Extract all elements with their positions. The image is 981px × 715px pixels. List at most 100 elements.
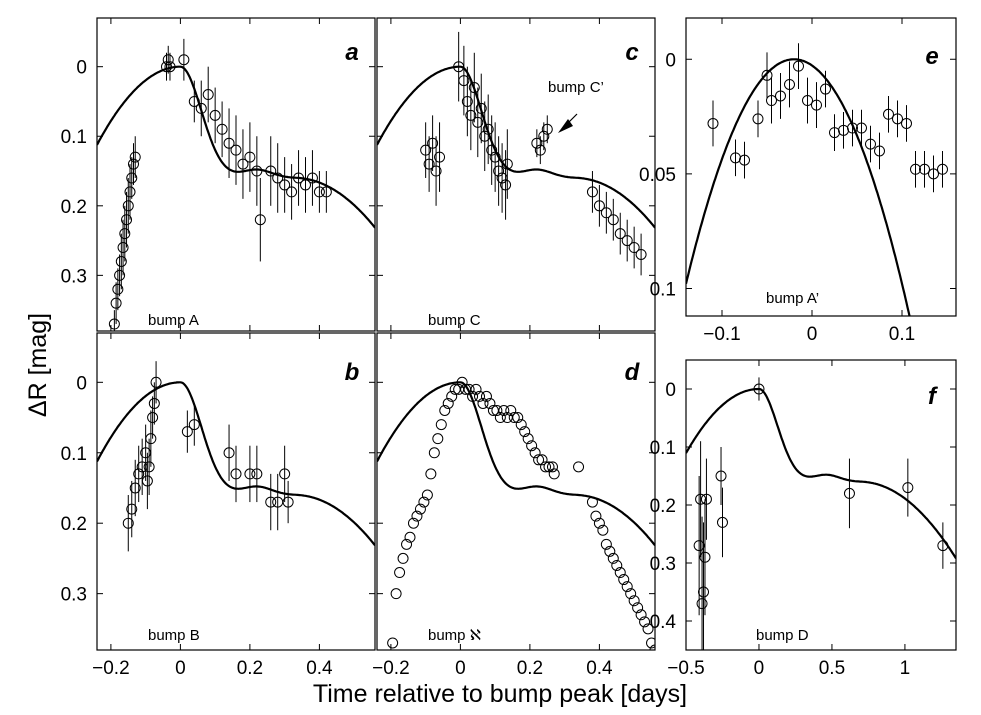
data-point: [699, 551, 711, 563]
data-point: [181, 426, 193, 438]
data-point: [461, 95, 473, 107]
data-point: [707, 117, 719, 129]
data-point: [446, 390, 458, 402]
panel-f: 0 0.1 0.2 0.3 0.4 −0.5 0 0.5 1 f bump D: [650, 359, 957, 679]
data-point: [715, 470, 727, 482]
x-tick-label: 0.4: [306, 658, 333, 679]
panel-letter-c: c: [625, 39, 638, 66]
data-point: [590, 510, 602, 522]
data-point: [251, 468, 263, 480]
y-tick-label: 0.4: [650, 612, 677, 633]
panel-b: 0 0.1 0.2 0.3 −0.2 0 0.2 0.4 b bump B: [61, 332, 376, 679]
data-point: [586, 496, 598, 508]
data-point: [121, 214, 133, 226]
panel-e: 0 0.05 0.1 −0.1 0 0.1 e bump A’: [639, 17, 957, 345]
data-point: [251, 165, 263, 177]
data-point: [696, 598, 708, 610]
data-point: [390, 588, 402, 600]
data-point: [856, 122, 867, 134]
data-point: [468, 82, 480, 94]
data-point: [147, 412, 159, 424]
data-point: [628, 595, 640, 607]
y-tick-label: 0.1: [61, 444, 87, 465]
data-point: [526, 440, 538, 452]
data-point: [883, 108, 894, 120]
data-point: [639, 616, 651, 628]
data-point: [456, 376, 468, 388]
data-point: [597, 524, 609, 536]
panel-frame-e: [685, 17, 957, 317]
x-tick-label: 1: [900, 658, 911, 679]
data-point: [145, 433, 157, 445]
data-point: [418, 496, 430, 508]
y-tick-label: 0.1: [61, 127, 87, 148]
y-tick-label: 0.3: [61, 266, 87, 287]
data-point: [387, 637, 399, 649]
x-tick-label: −0.2: [92, 658, 130, 679]
data-point: [401, 538, 413, 550]
data-point: [244, 468, 256, 480]
data-point: [282, 496, 294, 508]
data-point: [230, 468, 242, 480]
panel-letter-b: b: [345, 359, 360, 386]
data-point: [515, 419, 527, 431]
data-point: [427, 137, 439, 149]
data-point: [414, 503, 426, 515]
data-point: [784, 78, 795, 90]
data-point: [432, 433, 444, 445]
data-point: [500, 179, 512, 191]
data-point: [279, 179, 291, 191]
data-point: [865, 138, 876, 150]
data-point: [901, 117, 912, 129]
data-point: [458, 75, 470, 87]
data-point: [244, 151, 256, 163]
panel-frame-a: [96, 17, 376, 332]
data-point: [593, 517, 605, 529]
data-point: [543, 461, 555, 473]
y-tick-label: 0.3: [650, 554, 676, 575]
data-point: [124, 186, 136, 198]
data-point: [693, 540, 705, 552]
data-point: [216, 123, 228, 135]
data-point: [874, 145, 885, 157]
model-curve-d: [377, 381, 655, 547]
data-point: [313, 186, 325, 198]
panel-d: −0.2 0 0.2 0.4 d bump ℵ: [372, 332, 656, 679]
data-point: [621, 235, 633, 247]
data-point: [937, 163, 948, 175]
data-point: [188, 419, 200, 431]
x-tick-label: 0.2: [237, 658, 263, 679]
data-point: [847, 122, 858, 134]
data-point: [479, 130, 491, 142]
data-point: [501, 158, 513, 170]
y-tick-label: 0.2: [650, 496, 676, 517]
data-point: [538, 130, 550, 142]
data-point: [133, 468, 145, 480]
data-point: [411, 510, 423, 522]
x-tick-label: 0: [807, 324, 818, 345]
panel-frame-d: [376, 332, 656, 651]
data-point: [739, 154, 750, 166]
x-tick-label: 0: [175, 658, 186, 679]
panel-a: 0 0.1 0.2 0.3 a bump A: [61, 17, 376, 332]
x-tick-label: 0: [455, 658, 466, 679]
y-tick-label: 0: [665, 50, 676, 71]
data-point: [475, 102, 487, 114]
bump-label-d: bump ℵ: [428, 627, 481, 644]
data-point: [404, 531, 416, 543]
data-point: [161, 61, 172, 73]
data-point: [531, 137, 543, 149]
data-point: [265, 165, 277, 177]
data-point: [775, 90, 786, 102]
data-point: [428, 447, 440, 459]
data-point: [425, 468, 437, 480]
data-point: [793, 60, 804, 72]
x-tick-label: −0.1: [703, 324, 741, 345]
data-point: [209, 109, 221, 121]
data-point: [607, 214, 619, 226]
data-point: [489, 151, 501, 163]
data-point: [122, 517, 134, 529]
data-point: [423, 158, 435, 170]
data-point: [534, 144, 546, 156]
model-curve-c: [377, 65, 655, 229]
